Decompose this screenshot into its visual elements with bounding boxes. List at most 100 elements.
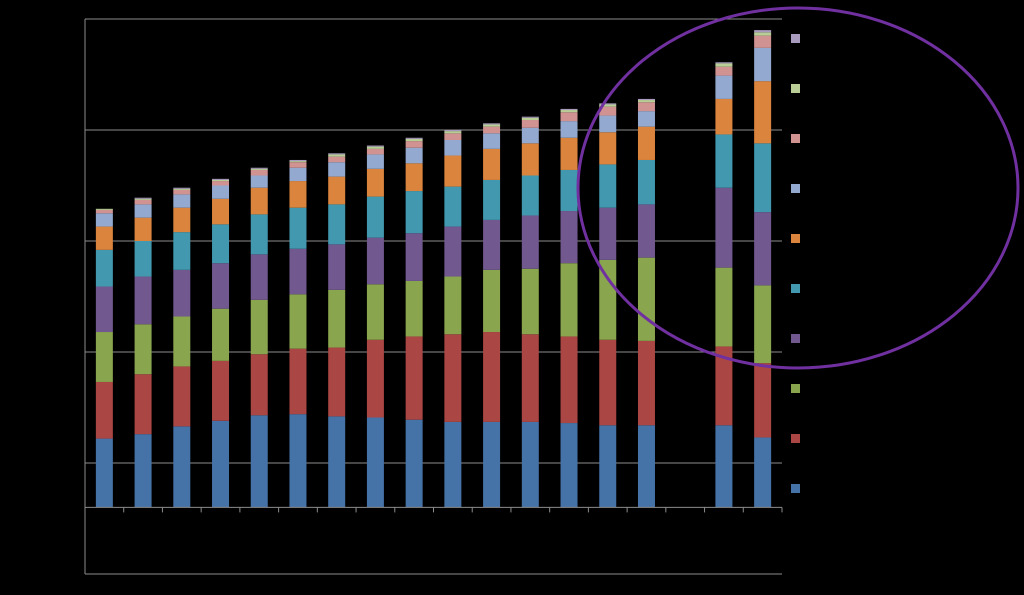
bar-segment (134, 324, 152, 375)
bar-segment (173, 269, 191, 317)
bar-segment (95, 208, 113, 210)
legend-swatch (791, 484, 800, 493)
bar-segment (289, 248, 307, 295)
bar-segment (637, 98, 655, 101)
bar-segment (560, 110, 578, 113)
bar-segment (289, 162, 307, 168)
bar-segment (212, 360, 230, 421)
bar-segment (134, 217, 152, 241)
legend-swatch (791, 434, 800, 443)
bar-segment (637, 100, 655, 103)
bar-segment (483, 269, 501, 333)
legend-swatch (791, 234, 800, 243)
bar-segment (328, 176, 346, 205)
bar-segment (366, 339, 384, 418)
bar-segment (560, 263, 578, 337)
bar-segment (212, 263, 230, 309)
bar-segment (173, 426, 191, 508)
bar-segment (289, 161, 307, 163)
bar-segment (560, 211, 578, 264)
bar-segment (328, 156, 346, 163)
legend-swatch (791, 184, 800, 193)
bar-segment (405, 191, 423, 234)
bar-segment (212, 224, 230, 264)
bar-segment (289, 414, 307, 508)
bar-segment (134, 374, 152, 435)
bar-segment (521, 175, 539, 216)
bar-segment (521, 421, 539, 508)
bar-segment (405, 163, 423, 192)
bars (95, 30, 772, 508)
bar-segment (134, 434, 152, 508)
bar-segment (754, 30, 772, 33)
bar-segment (715, 62, 733, 64)
bar-segment (250, 299, 268, 355)
bar-segment (328, 289, 346, 348)
bar-segment (289, 167, 307, 182)
bar-segment (715, 187, 733, 268)
bar-segment (599, 106, 617, 116)
bar-segment (637, 257, 655, 341)
bar-segment (328, 204, 346, 245)
bar-segment (483, 421, 501, 508)
bar-segment (599, 164, 617, 208)
bar-segment (560, 121, 578, 138)
bar-segment (754, 143, 772, 213)
bar-segment (560, 336, 578, 424)
bar-segment (405, 419, 423, 508)
bar-segment (444, 226, 462, 277)
bar-segment (405, 233, 423, 281)
bar-segment (637, 126, 655, 160)
bar-segment (250, 175, 268, 188)
bar-segment (637, 102, 655, 112)
bar-segment (212, 179, 230, 182)
bar-segment (212, 308, 230, 361)
bar-segment (405, 141, 423, 148)
bar-segment (444, 334, 462, 422)
bar-segment (754, 437, 772, 508)
bar-segment (405, 336, 423, 420)
bar-segment (483, 123, 501, 125)
bar-segment (599, 259, 617, 340)
bar-segment (134, 241, 152, 277)
bar-segment (715, 425, 733, 508)
bar-segment (483, 124, 501, 127)
bar-segment (405, 138, 423, 142)
bar-segment (328, 416, 346, 508)
legend-swatch (791, 334, 800, 343)
bar-segment (521, 215, 539, 269)
bar-segment (405, 147, 423, 164)
bar-segment (289, 294, 307, 349)
bar-segment (754, 35, 772, 48)
bar-segment (715, 75, 733, 99)
bar-segment (521, 116, 539, 118)
bar-segment (599, 207, 617, 260)
bar-segment (250, 214, 268, 255)
bar-segment (95, 381, 113, 439)
bar-segment (173, 188, 191, 190)
bar-segment (173, 189, 191, 195)
bar-segment (483, 133, 501, 149)
bar-segment (483, 179, 501, 220)
legend-swatch (791, 384, 800, 393)
bar-segment (95, 438, 113, 508)
legend (791, 34, 800, 493)
bar-segment (212, 181, 230, 186)
bar-segment (599, 425, 617, 508)
bar-segment (521, 334, 539, 422)
bar-segment (560, 112, 578, 122)
bar-segment (560, 137, 578, 170)
bar-segment (599, 339, 617, 426)
bar-segment (328, 154, 346, 157)
bar-segment (599, 104, 617, 107)
bar-segment (173, 316, 191, 367)
bar-segment (715, 346, 733, 426)
bar-segment (328, 347, 346, 417)
bar-segment (560, 108, 578, 111)
bar-segment (328, 244, 346, 290)
bar-segment (95, 286, 113, 333)
bar-segment (754, 363, 772, 438)
bar-segment (95, 209, 113, 214)
bar-segment (366, 237, 384, 285)
